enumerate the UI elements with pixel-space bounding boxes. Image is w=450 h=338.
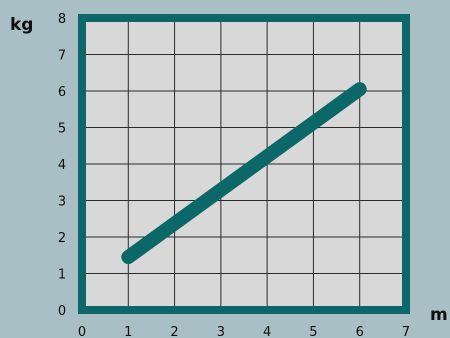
grid-lines <box>82 18 406 310</box>
x-tick-labels: 0 1 2 3 4 5 6 7 <box>78 325 410 338</box>
series-layer <box>121 82 367 265</box>
y-tick-label: 7 <box>58 49 66 64</box>
y-tick-label: 6 <box>58 85 66 100</box>
x-tick-label: 0 <box>78 325 86 338</box>
x-tick-label: 3 <box>217 325 225 338</box>
x-tick-label: 4 <box>263 325 271 338</box>
y-tick-label: 0 <box>58 304 66 319</box>
y-tick-label: 1 <box>58 268 66 283</box>
y-tick-label: 4 <box>58 158 66 173</box>
plot-frame <box>78 14 410 314</box>
y-tick-label: 3 <box>58 195 66 210</box>
x-tick-label: 5 <box>309 325 317 338</box>
x-tick-label: 1 <box>124 325 132 338</box>
series-line-0 <box>121 82 367 265</box>
x-tick-label: 6 <box>356 325 364 338</box>
x-tick-label: 2 <box>170 325 178 338</box>
y-tick-labels: 0 1 2 3 4 5 6 7 8 <box>58 12 66 319</box>
x-tick-label: 7 <box>402 325 410 338</box>
y-axis-label: kg <box>10 15 33 35</box>
x-axis-label: m <box>430 305 448 325</box>
y-tick-label: 2 <box>58 231 66 246</box>
y-tick-label: 8 <box>58 12 66 27</box>
y-tick-label: 5 <box>58 122 66 137</box>
